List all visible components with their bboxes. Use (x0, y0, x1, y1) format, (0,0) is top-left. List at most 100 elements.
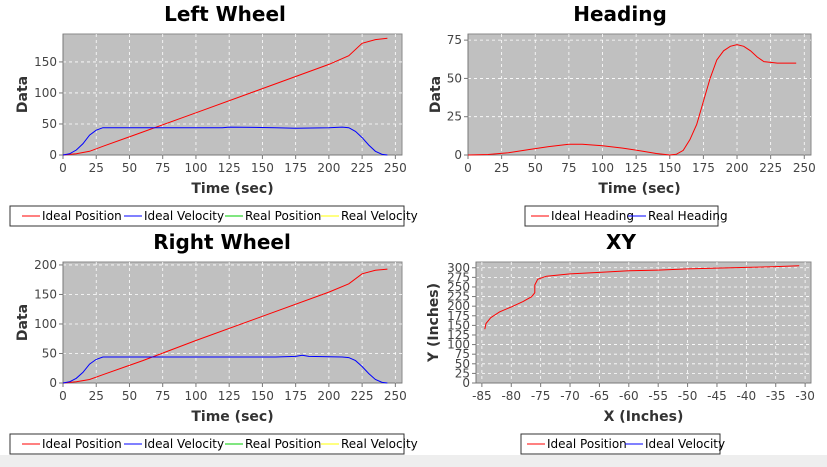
series-line-ideal-position (484, 265, 800, 330)
y-tick-label: 200 (447, 299, 470, 313)
chart-title: Right Wheel (153, 230, 291, 254)
y-tick-label: 175 (447, 309, 470, 323)
x-tick-label: 125 (625, 161, 648, 175)
legend-box (9, 433, 405, 455)
y-tick-label: 50 (455, 357, 470, 371)
y-tick-label: 250 (447, 280, 470, 294)
x-tick-label: -30 (795, 389, 815, 403)
x-tick-label: 250 (793, 161, 816, 175)
legend-label: Ideal Velocity (645, 437, 725, 451)
legend-box (524, 205, 719, 227)
y-tick-label: 25 (455, 366, 470, 380)
x-axis-label: Time (sec) (598, 181, 680, 197)
x-tick-label: 200 (726, 161, 749, 175)
y-tick-label: 50 (447, 71, 462, 85)
x-tick-label: 0 (464, 161, 472, 175)
y-tick-label: 100 (447, 338, 470, 352)
y-axis-label: Data (15, 76, 31, 113)
window-bottom-strip (0, 455, 827, 467)
legend-label: Ideal Heading (551, 209, 634, 223)
x-tick-label: 150 (251, 161, 274, 175)
plot-area (475, 261, 812, 384)
chart-3: XY-85 -80 -75 -70 -65 -60 -55 -50 -45 -40 -35 -3002… (426, 230, 815, 455)
x-tick-label: 200 (317, 389, 340, 403)
chart-1: Heading 0 25 50 75 100 125 150 175 200 225 250 0 25 50… (428, 2, 816, 227)
x-tick-label: -65 (590, 389, 610, 403)
legend-box (520, 433, 721, 455)
legend-label: Real Velocity (341, 209, 418, 223)
y-tick-label: 50 (42, 117, 57, 131)
plot-area (467, 33, 812, 156)
legend-label: Ideal Position (42, 437, 122, 451)
series-line-ideal-velocity (62, 354, 388, 384)
y-tick-label: 150 (34, 287, 57, 301)
x-tick-label: 250 (384, 389, 407, 403)
x-tick-label: 25 (89, 161, 104, 175)
x-tick-label: 125 (218, 161, 241, 175)
y-tick-label: 25 (447, 110, 462, 124)
legend-box (9, 205, 405, 227)
chart-2: Right Wheel 0 25 50 75 100 125 150 175 200 225 250 0… (9, 230, 418, 455)
y-tick-label: 200 (34, 258, 57, 272)
x-tick-label: -50 (678, 389, 698, 403)
y-tick-label: 0 (462, 376, 470, 390)
chart-title: XY (606, 230, 636, 254)
plot-area (62, 261, 403, 384)
legend-label: Real Velocity (341, 437, 418, 451)
series-line-ideal-position (62, 268, 388, 384)
x-axis-label: Time (sec) (191, 409, 273, 425)
y-axis-label: Data (15, 304, 31, 341)
x-tick-label: 175 (284, 389, 307, 403)
legend-label: Ideal Position (547, 437, 627, 451)
series-line-ideal-velocity (62, 126, 388, 156)
x-tick-label: 75 (155, 161, 170, 175)
x-tick-label: -80 (501, 389, 521, 403)
legend-label: Ideal Velocity (144, 209, 224, 223)
x-tick-label: 225 (351, 161, 374, 175)
x-tick-label: -45 (707, 389, 727, 403)
x-tick-label: 50 (122, 389, 137, 403)
chart-title: Heading (573, 2, 667, 26)
x-tick-label: 25 (89, 389, 104, 403)
x-tick-label: 0 (59, 161, 67, 175)
y-tick-label: 75 (455, 347, 470, 361)
y-tick-label: 100 (34, 86, 57, 100)
y-tick-label: 275 (447, 270, 470, 284)
legend-label: Real Position (245, 437, 321, 451)
series-line-ideal-position (62, 37, 388, 156)
chart-0: Left Wheel 0 25 50 75 100 125 150 175 200 225 250 0 5… (9, 2, 418, 227)
legend-label: Ideal Position (42, 209, 122, 223)
y-tick-label: 0 (49, 376, 57, 390)
x-tick-label: 50 (122, 161, 137, 175)
x-tick-label: 50 (528, 161, 543, 175)
chart-title: Left Wheel (164, 2, 286, 26)
x-tick-label: 75 (561, 161, 576, 175)
y-tick-label: 300 (447, 261, 470, 275)
x-tick-label: 75 (155, 389, 170, 403)
x-tick-label: -70 (560, 389, 580, 403)
x-tick-label: 200 (317, 161, 340, 175)
x-tick-label: -85 (472, 389, 492, 403)
x-tick-label: 100 (184, 161, 207, 175)
x-tick-label: 225 (759, 161, 782, 175)
legend-label: Ideal Velocity (144, 437, 224, 451)
legend-label: Real Heading (648, 209, 728, 223)
x-tick-label: 100 (184, 389, 207, 403)
series-line-ideal-heading (467, 44, 797, 156)
y-axis-label: Data (428, 76, 444, 113)
x-tick-label: -60 (619, 389, 639, 403)
y-tick-label: 125 (447, 328, 470, 342)
y-tick-label: 100 (34, 317, 57, 331)
y-tick-label: 50 (42, 346, 57, 360)
y-tick-label: 75 (447, 33, 462, 47)
x-axis-label: Time (sec) (191, 181, 273, 197)
y-tick-label: 225 (447, 290, 470, 304)
x-tick-label: 250 (384, 161, 407, 175)
x-tick-label: 150 (658, 161, 681, 175)
x-tick-label: -35 (766, 389, 786, 403)
x-axis-label: X (Inches) (604, 409, 684, 425)
x-tick-label: 0 (59, 389, 67, 403)
x-tick-label: 175 (284, 161, 307, 175)
x-tick-label: 25 (494, 161, 509, 175)
